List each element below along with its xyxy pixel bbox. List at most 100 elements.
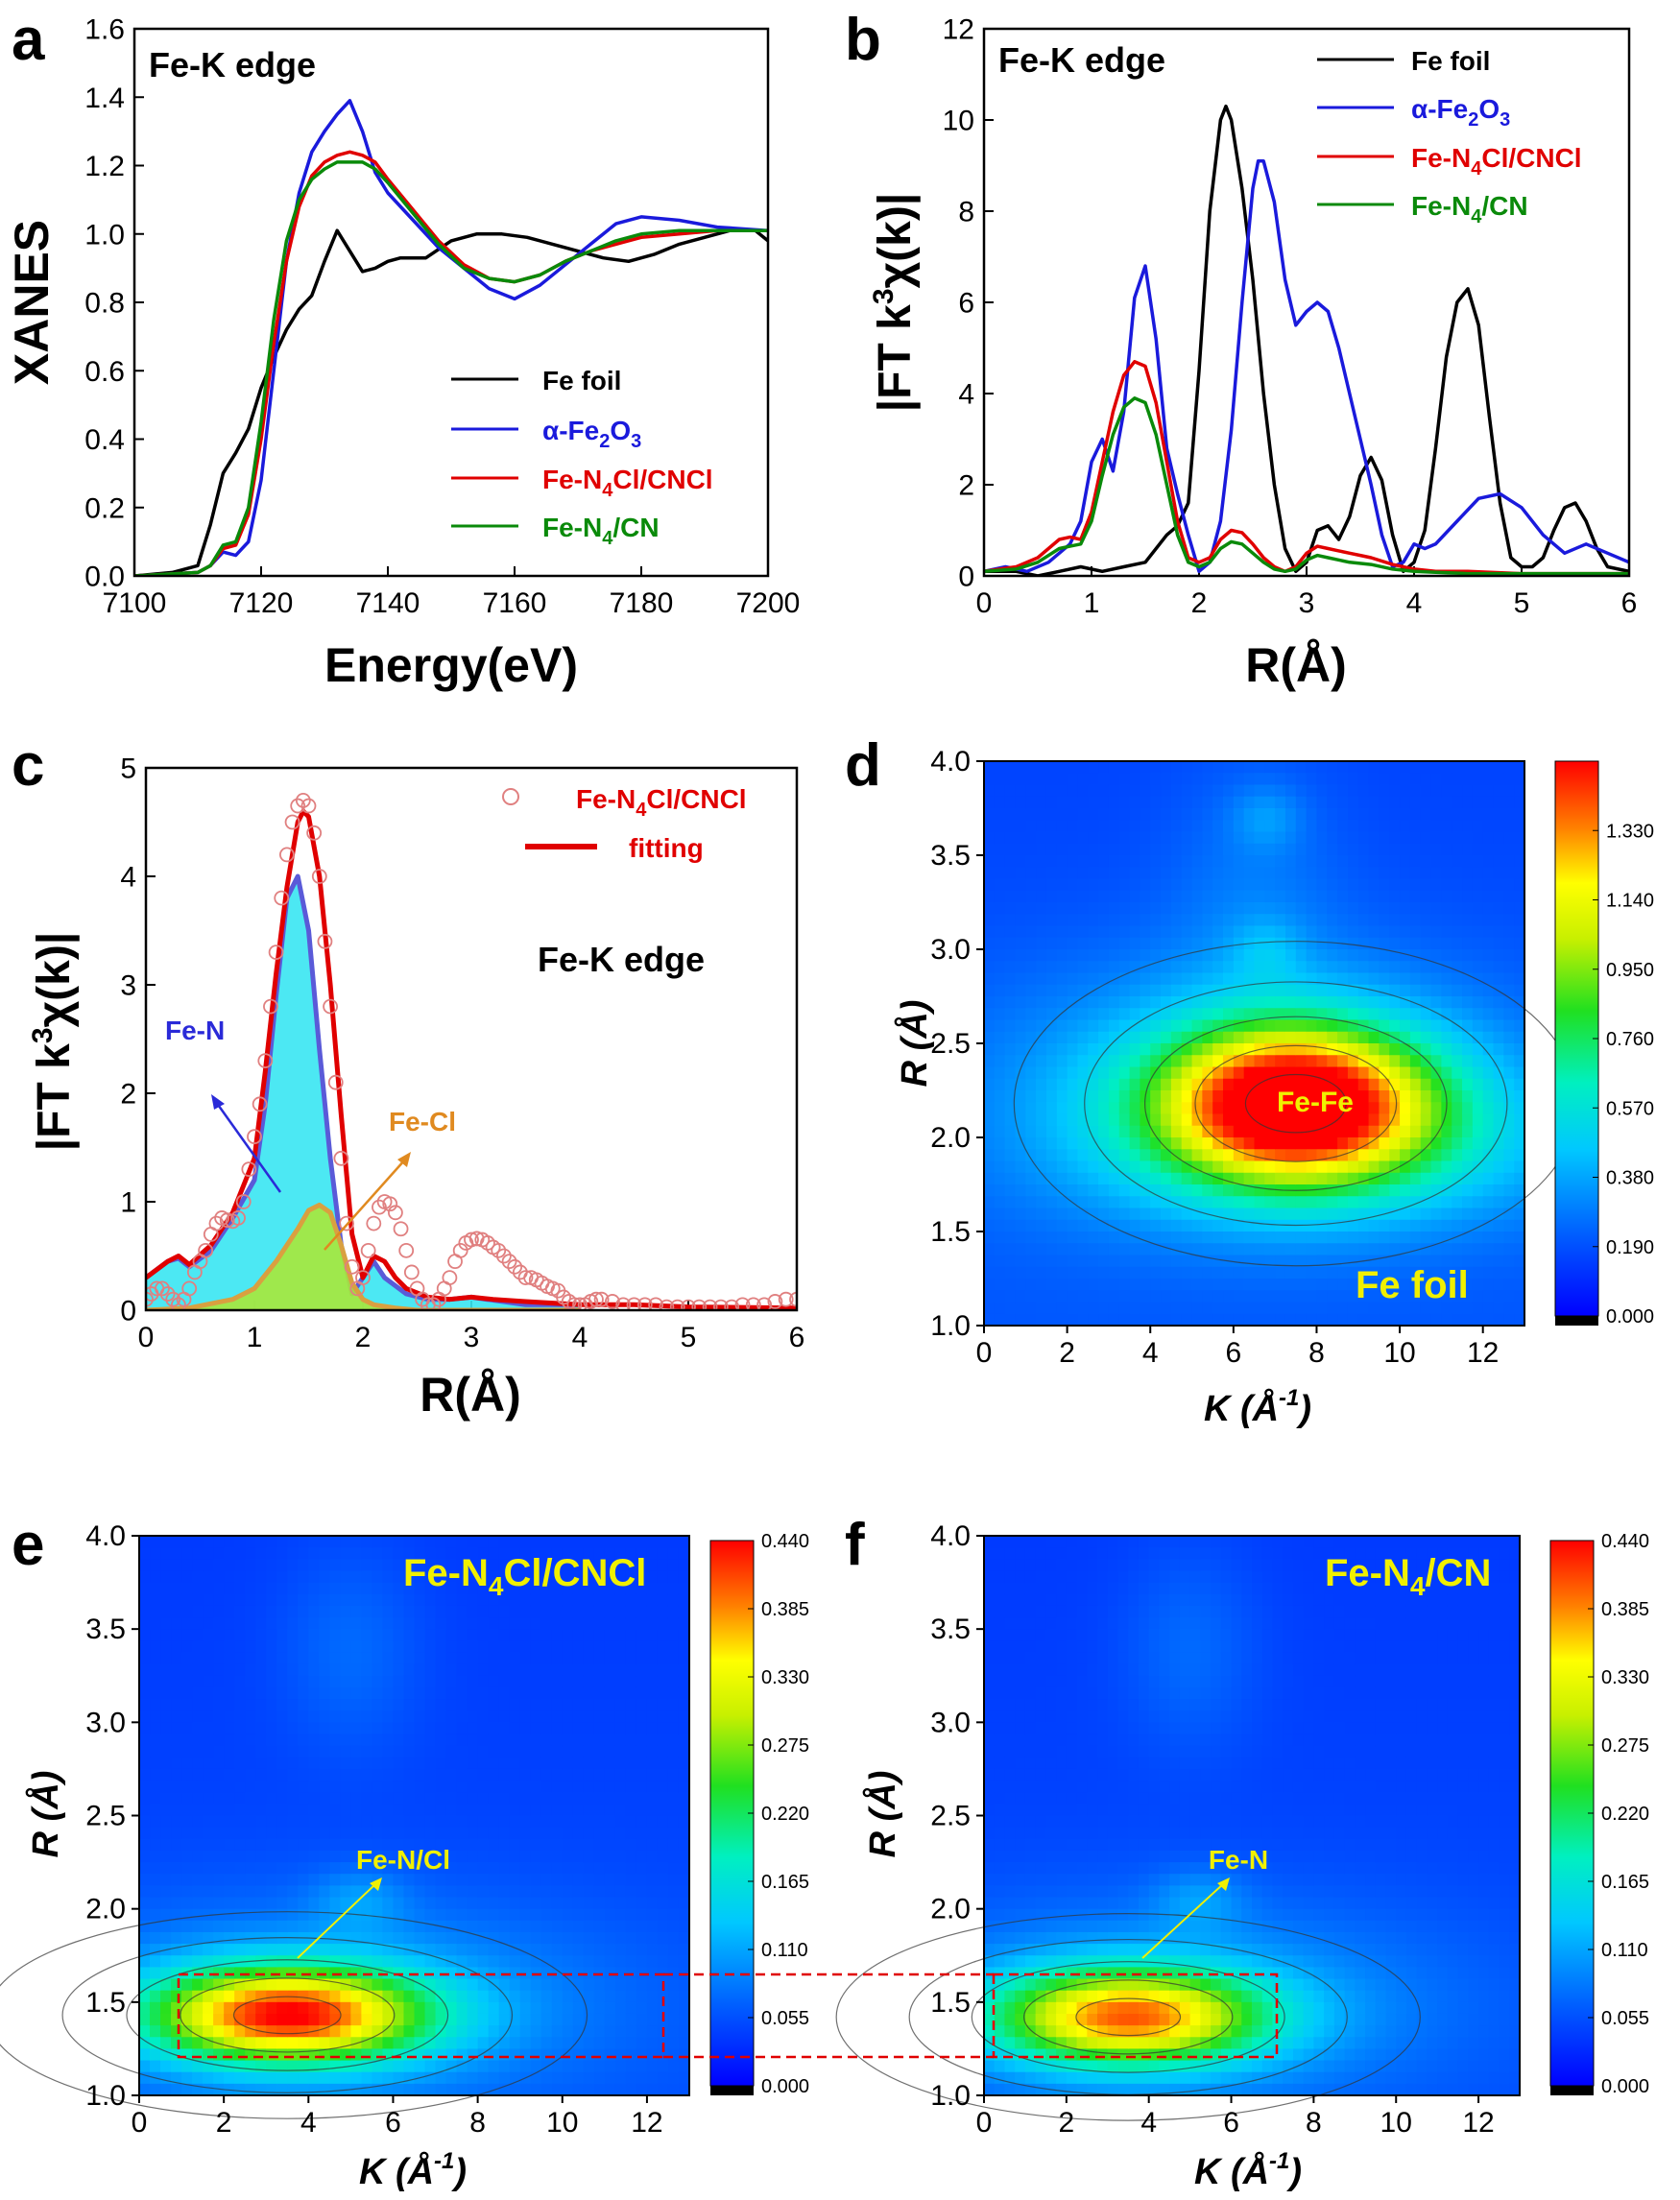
- heatmap-cell: [224, 1931, 235, 1945]
- heatmap-cell: [1327, 831, 1338, 845]
- heatmap-cell: [1077, 761, 1089, 774]
- heatmap-cell: [160, 1734, 172, 1747]
- heatmap-cell: [319, 1815, 330, 1829]
- heatmap-cell: [329, 1781, 341, 1793]
- heatmap-cell: [1441, 843, 1452, 856]
- y-tick-label: 1.0: [84, 219, 125, 251]
- heatmap-cell: [1368, 1043, 1380, 1056]
- heatmap-cell: [593, 2037, 606, 2050]
- heatmap-cell: [1233, 1243, 1245, 1256]
- heatmap-cell: [403, 2025, 416, 2038]
- heatmap-cell: [1077, 808, 1089, 821]
- heatmap-cell: [1233, 1266, 1245, 1279]
- heatmap-cell: [1482, 1160, 1495, 1174]
- heatmap-cell: [1482, 1043, 1495, 1056]
- heatmap-cell: [1056, 996, 1068, 1009]
- panel-b-legend: Fe foil α-Fe2O3 Fe-N4Cl/CNCl Fe-N4/CN: [1317, 46, 1582, 227]
- heatmap-cell: [393, 1781, 405, 1793]
- heatmap-cell: [1482, 878, 1495, 892]
- heatmap-cell: [150, 1547, 161, 1560]
- heatmap-cell: [498, 1605, 511, 1618]
- heatmap-cell: [1202, 1172, 1213, 1185]
- heatmap-cell: [192, 2013, 204, 2026]
- heatmap-cell: [213, 2025, 225, 2038]
- heatmap-cell: [350, 1768, 362, 1782]
- heatmap-cell: [456, 1686, 468, 1700]
- heatmap-cell: [319, 1663, 330, 1677]
- heatmap-cell: [551, 1617, 564, 1630]
- heatmap-cell: [1337, 1160, 1349, 1174]
- heatmap-cell: [1223, 1196, 1235, 1209]
- heatmap-cell: [1503, 808, 1515, 821]
- heatmap-cell: [984, 1160, 996, 1174]
- heatmap-cell: [1337, 1090, 1349, 1103]
- heatmap-cell: [276, 1920, 288, 1933]
- heatmap-cell: [372, 2037, 384, 2050]
- heatmap-cell: [984, 996, 996, 1009]
- heatmap-cell: [1015, 808, 1026, 821]
- heatmap-cell: [1503, 1125, 1515, 1138]
- heatmap-cell: [467, 1885, 479, 1899]
- data-point: [235, 1194, 252, 1209]
- heatmap-cell: [435, 1734, 447, 1747]
- heatmap-cell: [224, 2037, 235, 2050]
- heatmap-cell: [593, 1850, 606, 1863]
- heatmap-cell: [1254, 855, 1265, 868]
- heatmap-cell: [1368, 761, 1380, 774]
- heatmap-cell: [287, 1944, 299, 1956]
- heatmap-cell: [1067, 1279, 1079, 1291]
- heatmap-cell: [604, 1593, 616, 1607]
- heatmap-cell: [984, 1125, 996, 1138]
- heatmap-cell: [604, 1768, 616, 1782]
- heatmap-cell: [1140, 1008, 1151, 1021]
- heatmap-cell: [1503, 784, 1515, 798]
- heatmap-cell: [213, 1570, 225, 1584]
- heatmap-cell: [1161, 1019, 1172, 1033]
- heatmap-cell: [583, 1582, 595, 1595]
- heatmap-cell: [445, 1734, 458, 1747]
- heatmap-cell: [160, 1804, 172, 1817]
- heatmap-cell: [160, 1838, 172, 1852]
- heatmap-cell: [1306, 843, 1318, 856]
- heatmap-cell: [435, 2013, 447, 2026]
- heatmap-cell: [540, 1570, 553, 1584]
- heatmap-cell: [1067, 925, 1079, 939]
- heatmap-cell: [1088, 1313, 1099, 1327]
- heatmap-cell: [593, 1686, 606, 1700]
- heatmap-cell: [530, 1944, 542, 1956]
- heatmap-cell: [477, 1827, 490, 1840]
- heatmap-cell: [593, 1931, 606, 1945]
- heatmap-cell: [234, 1827, 246, 1840]
- y-tick-label: 0.8: [84, 288, 125, 320]
- heatmap-cell: [562, 2060, 574, 2073]
- heatmap-cell: [298, 2025, 309, 2038]
- heatmap-cell: [509, 1710, 521, 1723]
- heatmap-cell: [1482, 1290, 1495, 1303]
- heatmap-cell: [382, 1593, 395, 1607]
- heatmap-cell: [276, 1710, 288, 1723]
- heatmap-cell: [414, 1804, 426, 1817]
- heatmap-cell: [350, 1955, 362, 1968]
- heatmap-cell: [1347, 1208, 1359, 1221]
- heatmap-cell: [414, 1686, 426, 1700]
- heatmap-cell: [1389, 949, 1401, 962]
- heatmap-cell: [139, 1792, 151, 1805]
- heatmap-cell: [1379, 937, 1390, 950]
- heatmap-cell: [1108, 961, 1120, 974]
- heatmap-cell: [1056, 1078, 1068, 1091]
- heatmap-cell: [319, 1640, 330, 1654]
- heatmap-cell: [1067, 914, 1079, 927]
- heatmap-cell: [1077, 961, 1089, 974]
- heatmap-cell: [994, 1302, 1006, 1315]
- heatmap-cell: [593, 1640, 606, 1654]
- heatmap-cell: [583, 1734, 595, 1747]
- heatmap-cell: [1118, 902, 1131, 915]
- heatmap-cell: [614, 1920, 627, 1933]
- heatmap-cell: [1347, 843, 1359, 856]
- heatmap-cell: [181, 1978, 193, 1992]
- heatmap-cell: [266, 1734, 277, 1747]
- heatmap-cell: [488, 1827, 500, 1840]
- heatmap-cell: [1306, 996, 1318, 1009]
- heatmap-cell: [192, 1617, 204, 1630]
- heatmap-cell: [308, 2083, 320, 2096]
